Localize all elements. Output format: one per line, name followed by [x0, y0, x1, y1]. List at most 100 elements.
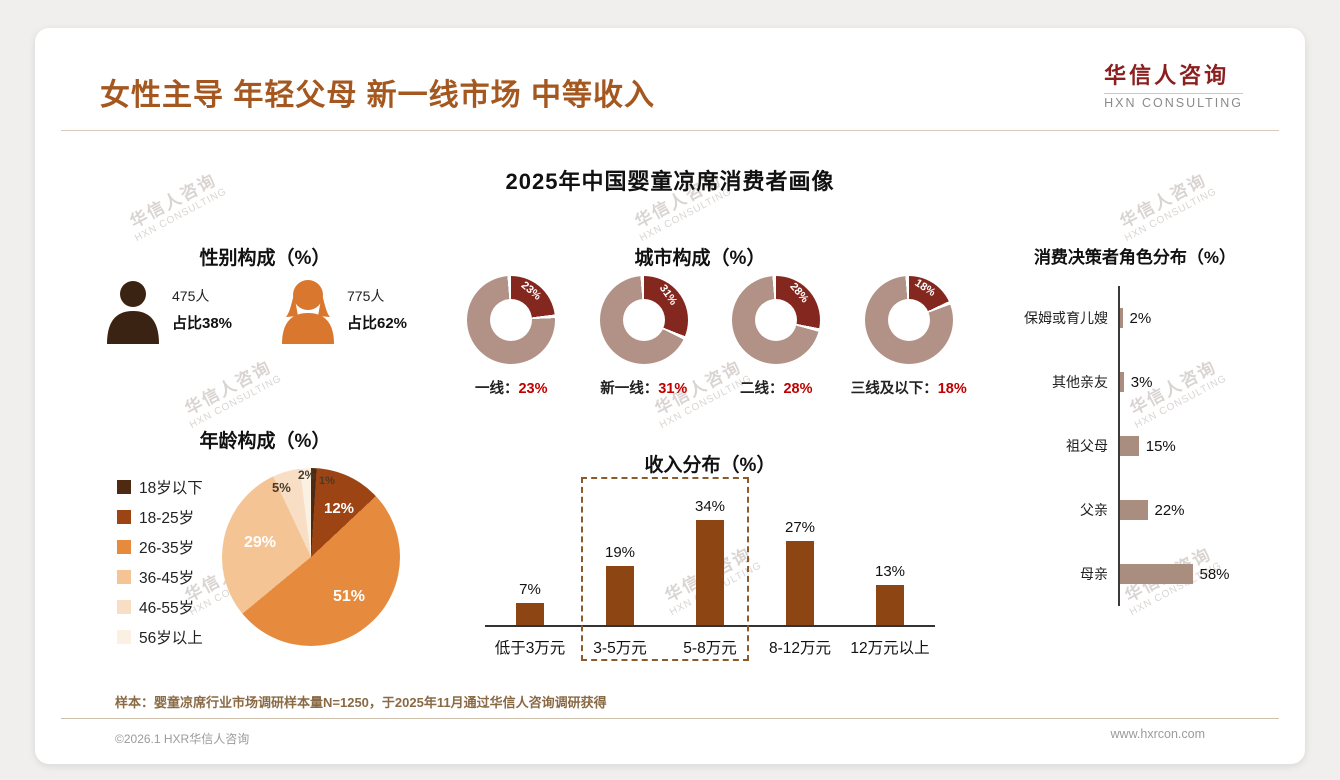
sample-footnote: 样本：婴童凉席行业市场调研样本量N=1250，于2025年11月通过华信人咨询调…	[115, 695, 607, 710]
decision-category: 母亲	[1080, 566, 1108, 582]
decision-section-title: 消费决策者角色分布（%）	[1033, 248, 1237, 267]
male-icon	[105, 280, 161, 349]
donut-category: 新一线	[600, 381, 644, 397]
income-bar	[516, 603, 544, 625]
decision-value: 58%	[1199, 565, 1230, 583]
income-value: 7%	[519, 581, 541, 598]
income-bar	[696, 520, 724, 625]
pie-value-label: 5%	[272, 480, 291, 495]
donut-caption: 一线：23%	[445, 377, 578, 398]
city-donut-charts: 23% 一线：23% 31% 新一线：31% 28% 二线：28% 18%	[445, 276, 975, 398]
caption-separator: ：	[768, 381, 784, 397]
decision-plot: 3%	[1118, 350, 1295, 414]
donut-caption: 新一线：31%	[578, 377, 711, 398]
donut-caption: 三线及以下：18%	[843, 377, 976, 398]
brand-name: 华信人咨询	[1104, 63, 1230, 88]
donut-category: 一线	[474, 381, 504, 397]
income-bar	[606, 566, 634, 625]
city-section-title: 城市构成（%）	[634, 248, 766, 269]
income-value: 34%	[694, 498, 726, 515]
income-category: 8-12万元	[768, 640, 832, 657]
decision-row: 父亲 22%	[990, 478, 1295, 542]
legend-swatch	[117, 540, 131, 554]
donut-hole	[490, 299, 533, 341]
donut-new-tier1: 31% 新一线：31%	[578, 276, 711, 398]
donut-hole	[887, 299, 930, 341]
legend-label: 18岁以下	[139, 480, 203, 497]
legend-item: 18岁以下	[117, 476, 203, 498]
income-bar	[876, 585, 904, 625]
decision-category: 保姆或育儿嫂	[1024, 310, 1108, 326]
slide-card: 华信人咨询 HXN CONSULTING 华信人咨询 HXN CONSULTING …	[35, 28, 1305, 764]
decision-plot: 22%	[1118, 478, 1295, 542]
header-divider	[61, 130, 1279, 131]
legend-label: 46-55岁	[139, 600, 195, 617]
income-column: 13%	[845, 563, 935, 625]
income-column: 27%	[755, 519, 845, 625]
copyright-text: ©2026.1 HXR华信人咨询	[115, 732, 250, 746]
decision-plot: 2%	[1118, 286, 1295, 350]
decision-category: 父亲	[1080, 502, 1108, 518]
pie-value-label: 51%	[333, 588, 366, 605]
income-categories: 低于3万元 3-5万元 5-8万元 8-12万元 12万元以上	[485, 627, 935, 658]
legend-swatch	[117, 480, 131, 494]
donut-chart-tier2: 28%	[732, 276, 821, 364]
income-category: 12万元以上	[850, 640, 930, 657]
income-bar	[786, 541, 814, 625]
income-plot-area: 7% 19% 34% 27% 13%	[485, 465, 935, 627]
donut-chart-new-tier1: 31%	[599, 276, 688, 364]
income-column: 34%	[665, 498, 755, 625]
donut-hole	[755, 299, 798, 341]
female-icon	[280, 280, 336, 349]
legend-label: 56岁以上	[139, 630, 203, 647]
income-category: 低于3万元	[494, 640, 566, 657]
income-value: 19%	[604, 544, 636, 561]
pie-value-label: 29%	[244, 534, 277, 551]
donut-value: 31%	[658, 381, 688, 397]
decision-value: 15%	[1145, 437, 1176, 455]
pie-value-label: 12%	[324, 500, 355, 517]
income-column: 19%	[575, 544, 665, 625]
donut-value: 18%	[937, 381, 967, 397]
chart-main-title: 2025年中国婴童凉席消费者画像	[505, 169, 835, 194]
legend-item: 56岁以上	[117, 626, 203, 648]
decision-row: 祖父母 15%	[990, 414, 1295, 478]
income-value: 27%	[784, 519, 816, 536]
decision-bar	[1120, 372, 1124, 392]
donut-hole	[622, 299, 665, 341]
caption-separator: ：	[643, 381, 659, 397]
legend-label: 36-45岁	[139, 570, 195, 587]
female-share: 占比62%	[347, 315, 408, 332]
donut-slice-label: 31%	[656, 282, 679, 308]
watermark-text: 华信人咨询	[181, 357, 275, 419]
female-count: 775人	[347, 288, 385, 304]
legend-swatch	[117, 600, 131, 614]
donut-tier2: 28% 二线：28%	[710, 276, 843, 398]
legend-label: 26-35岁	[139, 540, 195, 557]
decision-row: 保姆或育儿嫂 2%	[990, 286, 1295, 350]
decision-value: 22%	[1154, 501, 1185, 519]
income-value: 13%	[874, 563, 906, 580]
age-pie-chart: 1% 12% 51% 29% 5% 2%	[222, 468, 400, 646]
pie-value-label: 2%	[298, 468, 316, 482]
caption-separator: ：	[923, 381, 938, 397]
legend-item: 36-45岁	[117, 566, 203, 588]
donut-slice-label: 23%	[518, 279, 544, 303]
decision-bar	[1120, 436, 1139, 456]
male-count: 475人	[172, 288, 210, 304]
legend-item: 18-25岁	[117, 506, 203, 528]
donut-caption: 二线：28%	[710, 377, 843, 398]
donut-slice-label: 18%	[912, 276, 938, 300]
legend-label: 18-25岁	[139, 510, 195, 527]
donut-chart-tier1: 23%	[467, 276, 556, 364]
decision-bar-chart: 保姆或育儿嫂 2% 其他亲友 3% 祖父母 15% 父亲 22% 母亲 58%	[990, 286, 1295, 606]
pie-value-label: 1%	[319, 475, 335, 487]
legend-swatch	[117, 510, 131, 524]
decision-value: 3%	[1130, 373, 1153, 391]
decision-bar	[1120, 564, 1193, 584]
decision-bar	[1120, 308, 1123, 328]
donut-category: 二线	[739, 381, 769, 397]
decision-value: 2%	[1129, 309, 1152, 327]
income-bar-chart: 7% 19% 34% 27% 13% 低于3万元 3-5万元 5-8万元 8-1…	[485, 465, 935, 661]
decision-category: 其他亲友	[1052, 374, 1108, 390]
